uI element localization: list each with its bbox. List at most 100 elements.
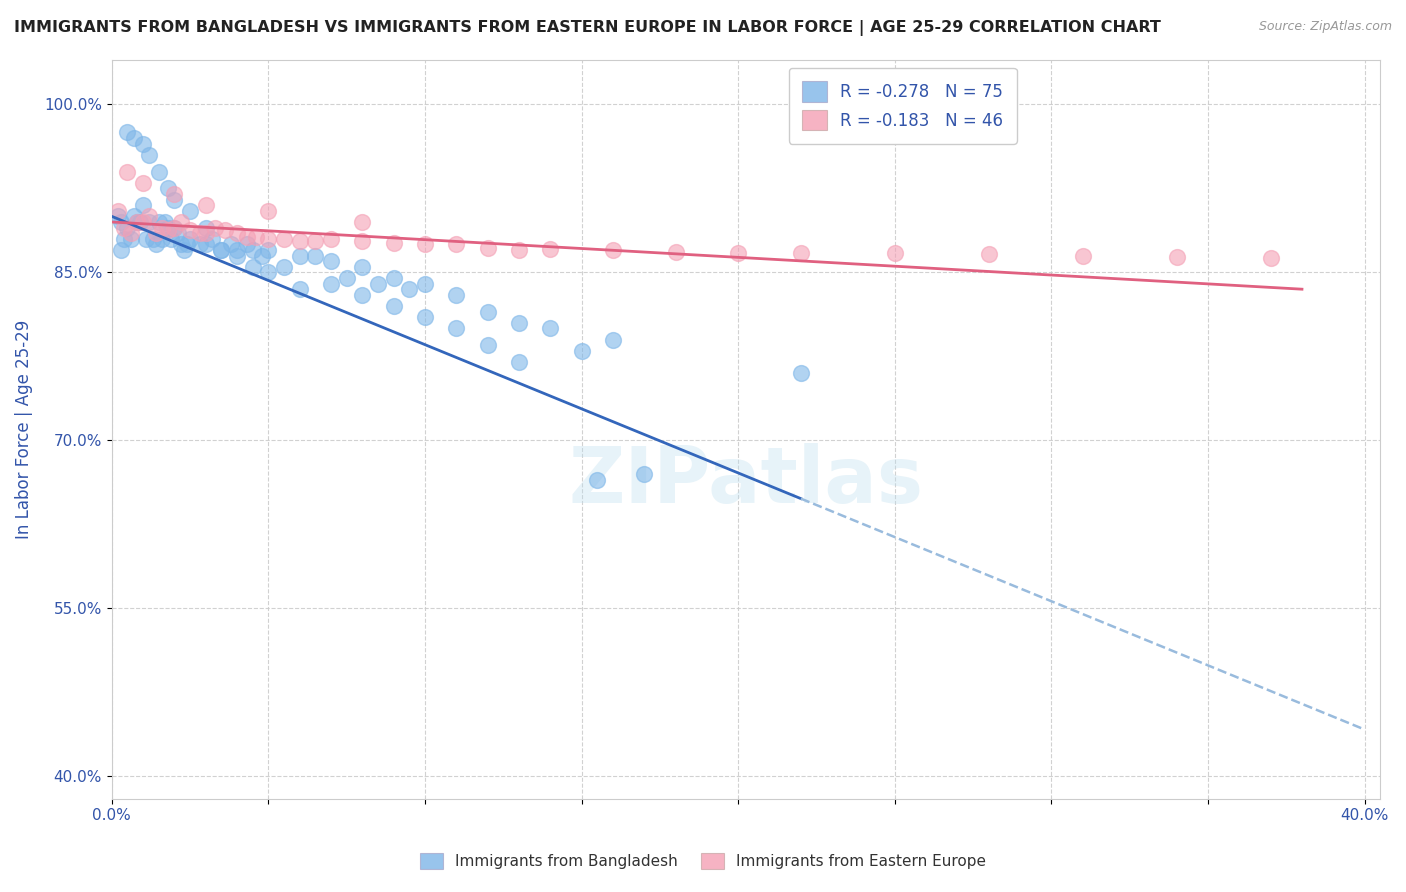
Point [790, 246, 813, 260]
Point [446, 287, 468, 301]
Point [242, 243, 264, 257]
Point [367, 277, 389, 291]
Point [150, 220, 173, 235]
Point [273, 232, 295, 246]
Point [382, 271, 405, 285]
Point [288, 282, 311, 296]
Point [319, 277, 342, 291]
Legend: Immigrants from Bangladesh, Immigrants from Eastern Europe: Immigrants from Bangladesh, Immigrants f… [413, 847, 993, 875]
Point [633, 467, 655, 481]
Point [273, 260, 295, 274]
Text: Source: ZipAtlas.com: Source: ZipAtlas.com [1258, 20, 1392, 33]
Point [138, 210, 160, 224]
Point [257, 243, 280, 257]
Point [352, 287, 374, 301]
Point [122, 131, 145, 145]
Point [194, 198, 217, 212]
Point [446, 321, 468, 335]
Point [107, 203, 129, 218]
Point [288, 234, 311, 248]
Point [883, 246, 905, 260]
Point [1071, 249, 1094, 263]
Point [125, 215, 148, 229]
Point [110, 243, 132, 257]
Point [211, 243, 233, 257]
Point [214, 223, 236, 237]
Point [138, 148, 160, 162]
Point [153, 215, 176, 229]
Point [129, 215, 152, 229]
Point [132, 176, 155, 190]
Point [446, 237, 468, 252]
Point [107, 210, 129, 224]
Point [288, 249, 311, 263]
Point [163, 193, 186, 207]
Point [188, 237, 211, 252]
Point [1166, 250, 1188, 264]
Point [170, 237, 193, 252]
Point [179, 223, 201, 237]
Point [157, 181, 180, 195]
Point [977, 247, 1000, 261]
Point [413, 277, 436, 291]
Point [477, 241, 499, 255]
Point [477, 304, 499, 318]
Point [145, 237, 167, 252]
Point [157, 220, 180, 235]
Point [245, 229, 267, 244]
Point [170, 215, 193, 229]
Point [413, 237, 436, 252]
Point [204, 220, 226, 235]
Point [211, 243, 233, 257]
Point [336, 271, 359, 285]
Y-axis label: In Labor Force | Age 25-29: In Labor Force | Age 25-29 [15, 319, 32, 539]
Point [219, 237, 242, 252]
Point [382, 299, 405, 313]
Point [352, 234, 374, 248]
Point [586, 473, 609, 487]
Point [122, 210, 145, 224]
Point [135, 232, 157, 246]
Point [201, 232, 224, 246]
Point [160, 232, 183, 246]
Point [226, 226, 249, 240]
Point [508, 316, 530, 330]
Point [664, 245, 686, 260]
Point [235, 229, 257, 244]
Point [304, 249, 326, 263]
Point [226, 249, 249, 263]
Point [148, 215, 170, 229]
Point [194, 237, 217, 252]
Point [194, 226, 217, 240]
Point [138, 215, 160, 229]
Point [120, 232, 142, 246]
Point [176, 237, 198, 252]
Point [110, 215, 132, 229]
Point [235, 237, 257, 252]
Point [163, 220, 186, 235]
Point [120, 226, 142, 240]
Point [194, 220, 217, 235]
Point [173, 243, 195, 257]
Point [145, 226, 167, 240]
Point [179, 232, 201, 246]
Point [226, 243, 249, 257]
Point [538, 321, 561, 335]
Point [112, 220, 135, 235]
Point [382, 236, 405, 251]
Point [132, 136, 155, 151]
Point [141, 232, 163, 246]
Point [257, 232, 280, 246]
Point [163, 220, 186, 235]
Point [538, 242, 561, 256]
Point [112, 232, 135, 246]
Point [117, 220, 139, 235]
Point [250, 249, 273, 263]
Point [352, 215, 374, 229]
Point [352, 260, 374, 274]
Point [398, 282, 420, 296]
Point [117, 125, 139, 139]
Legend: R = -0.278   N = 75, R = -0.183   N = 46: R = -0.278 N = 75, R = -0.183 N = 46 [789, 68, 1017, 144]
Point [157, 223, 180, 237]
Point [508, 243, 530, 257]
